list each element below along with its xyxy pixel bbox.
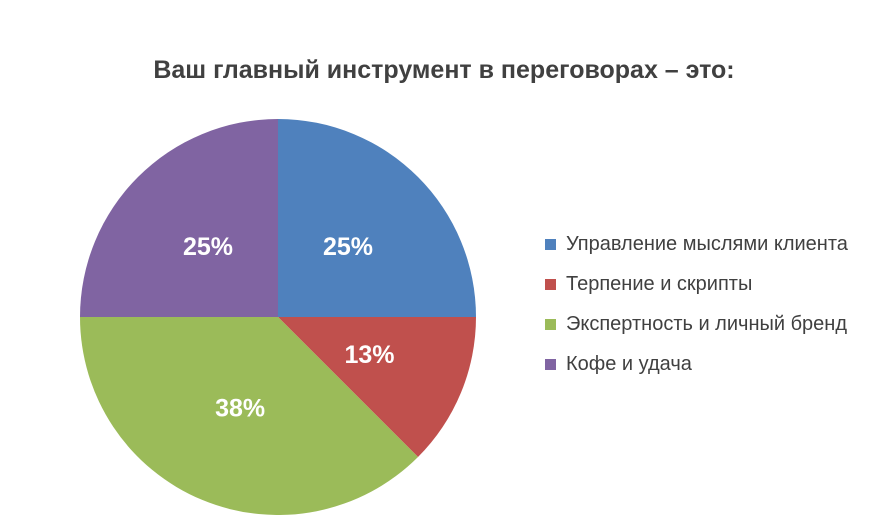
pie-slice-1[interactable]	[278, 119, 476, 317]
legend-label: Управление мыслями клиента	[566, 232, 848, 255]
legend-item-4[interactable]: Кофе и удача	[545, 344, 848, 384]
pie-slice-label-1: 25%	[323, 233, 373, 261]
legend-item-1[interactable]: Управление мыслями клиента	[545, 224, 848, 264]
pie-slice-label-4: 25%	[183, 233, 233, 261]
pie-slice-label-3: 38%	[215, 395, 265, 423]
pie-slice-2[interactable]	[278, 317, 476, 458]
legend-label: Экспертность и личный бренд	[566, 312, 848, 335]
pie-chart: 25% 13% 38% 25%	[80, 119, 476, 515]
legend-label: Терпение и скрипты	[566, 272, 753, 295]
legend-item-3[interactable]: Экспертность и личный бренд	[545, 304, 848, 344]
legend-swatch-icon	[545, 238, 556, 250]
chart-title: Ваш главный инструмент в переговорах – э…	[153, 56, 735, 84]
legend-swatch-icon	[545, 278, 556, 290]
legend-label: Кофе и удача	[566, 352, 692, 375]
legend-swatch-icon	[545, 318, 556, 330]
legend-swatch-icon	[545, 358, 556, 370]
pie-slice-4[interactable]	[80, 119, 278, 317]
pie-slice-3[interactable]	[80, 317, 419, 515]
legend: Управление мыслями клиента Терпение и скр…	[545, 224, 848, 384]
pie-slice-label-2: 13%	[344, 341, 394, 369]
legend-item-2[interactable]: Терпение и скрипты	[545, 264, 848, 304]
